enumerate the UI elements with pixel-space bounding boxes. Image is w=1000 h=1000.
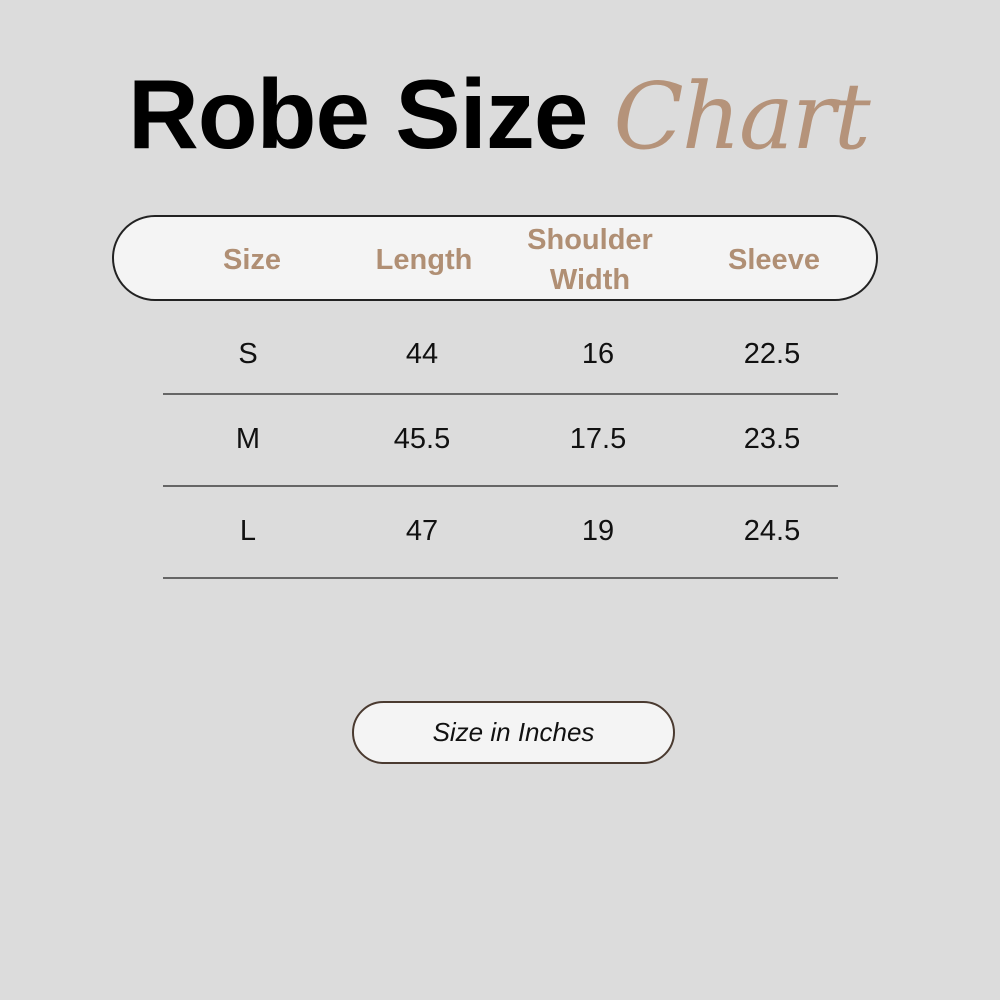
table-row: M 45.5 17.5 23.5 [0, 409, 1000, 469]
table-cell: 24.5 [743, 515, 801, 547]
table-cell: 19 [581, 515, 615, 547]
row-divider [163, 577, 838, 579]
header-length: Length [375, 244, 473, 276]
table-header: Size Length Shoulder Width Sleeve [112, 215, 878, 301]
table-cell: 16 [581, 338, 615, 370]
table-cell: 22.5 [743, 338, 801, 370]
table-row: L 47 19 24.5 [0, 501, 1000, 561]
table-cell: 45.5 [393, 423, 451, 455]
table-cell: 23.5 [743, 423, 801, 455]
row-divider [163, 485, 838, 487]
table-row: S 44 16 22.5 [0, 324, 1000, 384]
header-shoulder-width: Shoulder Width [527, 224, 653, 296]
table-cell: L [239, 515, 257, 547]
row-divider [163, 393, 838, 395]
table-cell: 44 [405, 338, 439, 370]
title-main: Robe Size [128, 59, 588, 169]
table-cell: M [235, 423, 261, 455]
table-cell: 17.5 [569, 423, 627, 455]
page-title: Robe Size Chart [128, 58, 871, 178]
title-accent: Chart [613, 63, 870, 170]
table-cell: 47 [405, 515, 439, 547]
header-size: Size [222, 244, 282, 276]
units-note: Size in Inches [352, 701, 675, 764]
table-cell: S [238, 338, 258, 370]
header-sleeve: Sleeve [728, 244, 820, 276]
